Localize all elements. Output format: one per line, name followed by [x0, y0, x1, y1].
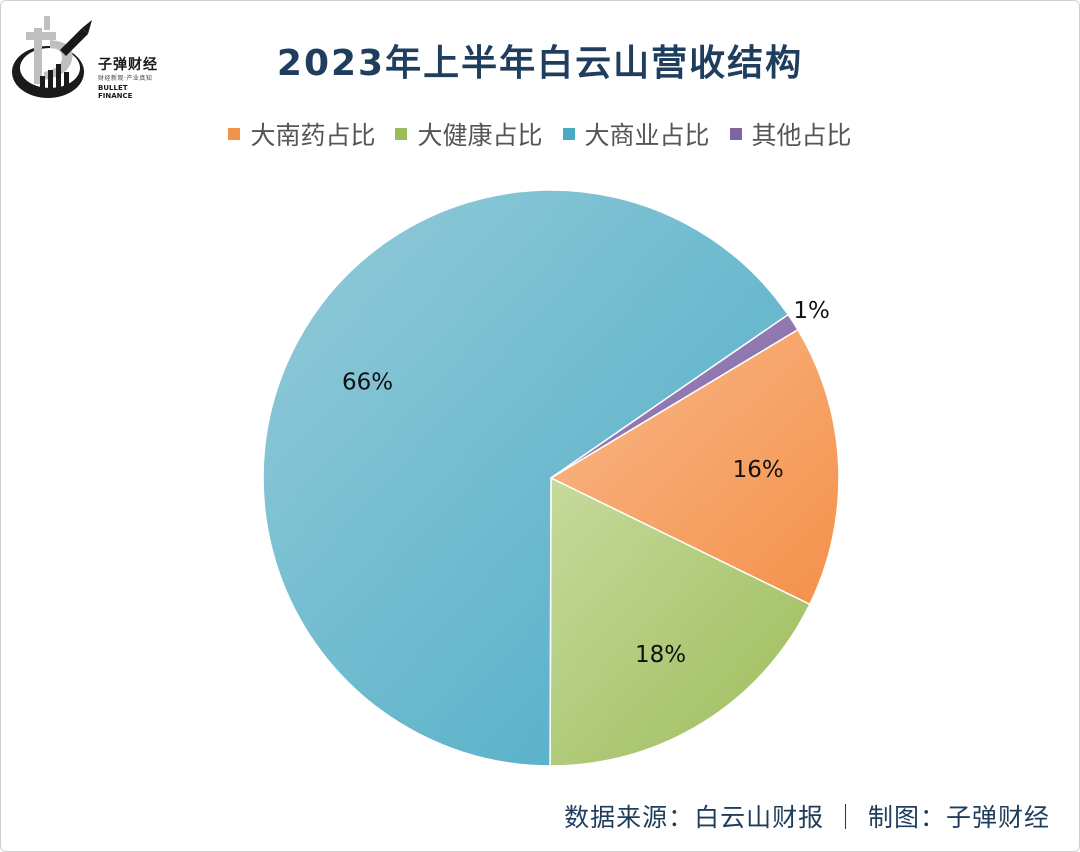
logo-name-en: BULLET FINANCE — [98, 84, 133, 100]
pie-slice — [262, 189, 790, 767]
legend-swatch — [395, 128, 408, 140]
data-label: 16% — [733, 457, 784, 483]
legend-swatch — [729, 128, 742, 140]
chart-legend: 大南药占比 大健康占比 大商业占比 其他占比 — [0, 116, 1080, 152]
source-footer: 数据来源：白云山财报 ｜ 制图：子弹财经 — [564, 803, 1050, 832]
legend-label: 其他占比 — [751, 121, 852, 150]
data-label: 66% — [342, 369, 393, 395]
legend-swatch — [228, 128, 241, 140]
logo-name-cn: 子弹财经 — [98, 57, 158, 73]
legend-item: 其他占比 — [729, 116, 852, 152]
legend-swatch — [562, 128, 575, 140]
legend-item: 大健康占比 — [395, 116, 543, 152]
legend-label: 大南药占比 — [250, 121, 376, 150]
chart-title: 2023年上半年白云山营收结构 — [276, 43, 804, 84]
pie-slice — [549, 476, 811, 767]
brand-logo: 子弹财经 财经新观·产业真知 BULLET FINANCE — [10, 10, 160, 102]
legend-item: 大南药占比 — [228, 116, 375, 152]
pie-slice — [549, 328, 840, 606]
legend-label: 大商业占比 — [584, 121, 710, 150]
legend-item: 大商业占比 — [562, 116, 710, 152]
legend-label: 大健康占比 — [417, 121, 543, 150]
logo-icon — [12, 16, 92, 98]
data-label: 18% — [635, 642, 686, 668]
data-label: 1% — [793, 298, 830, 324]
pie-slice — [550, 313, 799, 479]
logo-tagline: 财经新观·产业真知 — [98, 75, 153, 82]
